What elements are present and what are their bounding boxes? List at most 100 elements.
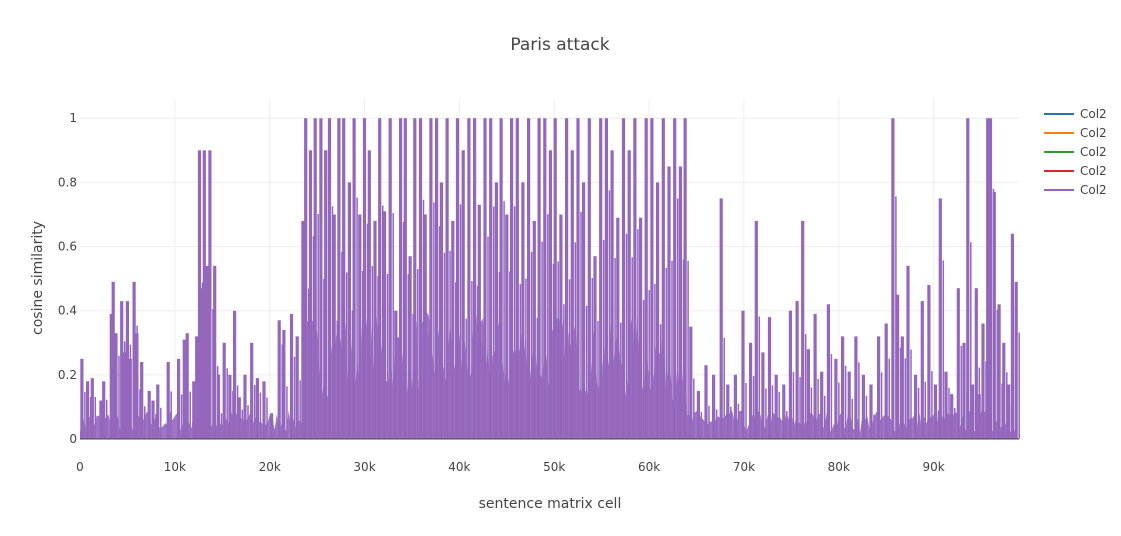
data-point	[80, 358, 84, 439]
legend-item[interactable]: Col2	[1044, 126, 1107, 140]
legend-item[interactable]: Col2	[1044, 183, 1107, 197]
y-tick-label: 0.8	[58, 175, 77, 189]
data-point	[869, 384, 873, 439]
data-point	[639, 217, 643, 439]
y-tick-label: 0.4	[58, 304, 77, 318]
data-point	[304, 118, 308, 439]
data-point	[704, 365, 708, 439]
data-point	[114, 333, 118, 439]
data-point	[633, 118, 637, 439]
data-point	[222, 342, 226, 439]
data-point	[197, 150, 202, 440]
data-point	[527, 118, 531, 439]
data-point	[741, 310, 745, 439]
data-point	[749, 342, 753, 439]
data-point	[933, 384, 938, 439]
data-point	[308, 150, 313, 440]
data-point	[627, 150, 631, 440]
data-point	[582, 182, 586, 439]
data-point	[435, 118, 439, 439]
data-point	[801, 220, 805, 439]
data-point	[505, 214, 509, 439]
data-point	[988, 118, 993, 439]
legend-label: Col2	[1080, 164, 1107, 178]
data-point	[182, 339, 186, 439]
legend-label: Col2	[1080, 145, 1107, 159]
data-point	[1002, 342, 1006, 439]
data-point	[774, 374, 778, 439]
x-axis-ticks: 0 10k 20k 30k 40k 50k 60k 70k 80k 90k	[76, 460, 945, 474]
data-point	[327, 118, 332, 439]
data-point	[467, 118, 471, 439]
data-point	[559, 214, 563, 439]
data-point	[906, 265, 910, 439]
data-point	[109, 313, 113, 439]
data-point	[644, 118, 648, 439]
data-point	[195, 336, 199, 439]
data-point	[587, 118, 591, 439]
data-point	[140, 362, 144, 439]
data-point	[944, 371, 948, 439]
data-point	[733, 374, 737, 439]
data-point	[90, 378, 94, 439]
data-point	[378, 118, 382, 439]
data-point	[510, 118, 514, 439]
data-point	[388, 118, 392, 439]
data-point	[593, 256, 597, 439]
data-point	[788, 310, 792, 439]
legend-item[interactable]: Col2	[1044, 164, 1107, 178]
data-point	[461, 150, 465, 440]
data-point	[920, 301, 924, 439]
data-point	[795, 301, 799, 439]
data-point	[696, 390, 700, 439]
data-point	[477, 204, 481, 439]
data-point	[938, 198, 942, 439]
data-point	[337, 118, 341, 439]
legend-item[interactable]: Col2	[1044, 107, 1107, 121]
data-point	[854, 336, 858, 439]
data-point	[347, 182, 351, 439]
data-point	[255, 378, 259, 439]
data-point	[761, 352, 765, 439]
data-point	[166, 362, 170, 439]
data-point	[403, 118, 407, 439]
data-point	[352, 118, 356, 439]
data-point	[208, 150, 212, 440]
x-tick-label: 70k	[733, 460, 755, 474]
data-point	[123, 352, 127, 439]
data-point	[604, 118, 608, 439]
data-point	[185, 333, 189, 439]
data-point	[570, 150, 574, 440]
data-point	[826, 304, 830, 439]
data-point	[319, 118, 323, 439]
data-point	[689, 326, 693, 439]
data-point	[537, 118, 541, 439]
x-tick-label: 50k	[543, 460, 565, 474]
legend-item[interactable]: Col2	[1044, 145, 1107, 159]
data-point	[295, 336, 299, 439]
data-point	[429, 118, 433, 439]
legend[interactable]: Col2 Col2 Col2 Col2 Col2	[1044, 107, 1107, 197]
data-point	[483, 118, 487, 439]
data-point	[610, 150, 614, 440]
legend-label: Col2	[1080, 183, 1107, 197]
data-point	[408, 256, 412, 439]
plot-area[interactable]	[80, 118, 1020, 440]
data-point	[277, 320, 281, 439]
data-point	[553, 118, 557, 439]
data-point	[313, 118, 317, 439]
data-point	[956, 288, 960, 439]
data-point	[1014, 281, 1018, 439]
data-point	[683, 118, 687, 439]
data-point	[451, 220, 455, 439]
data-point	[382, 211, 387, 439]
data-point	[667, 166, 671, 439]
x-tick-label: 20k	[259, 460, 281, 474]
x-tick-label: 60k	[638, 460, 660, 474]
data-point	[342, 118, 346, 439]
data-point	[900, 336, 904, 439]
x-tick-label: 80k	[828, 460, 850, 474]
data-point	[543, 118, 547, 439]
data-point	[499, 118, 503, 439]
